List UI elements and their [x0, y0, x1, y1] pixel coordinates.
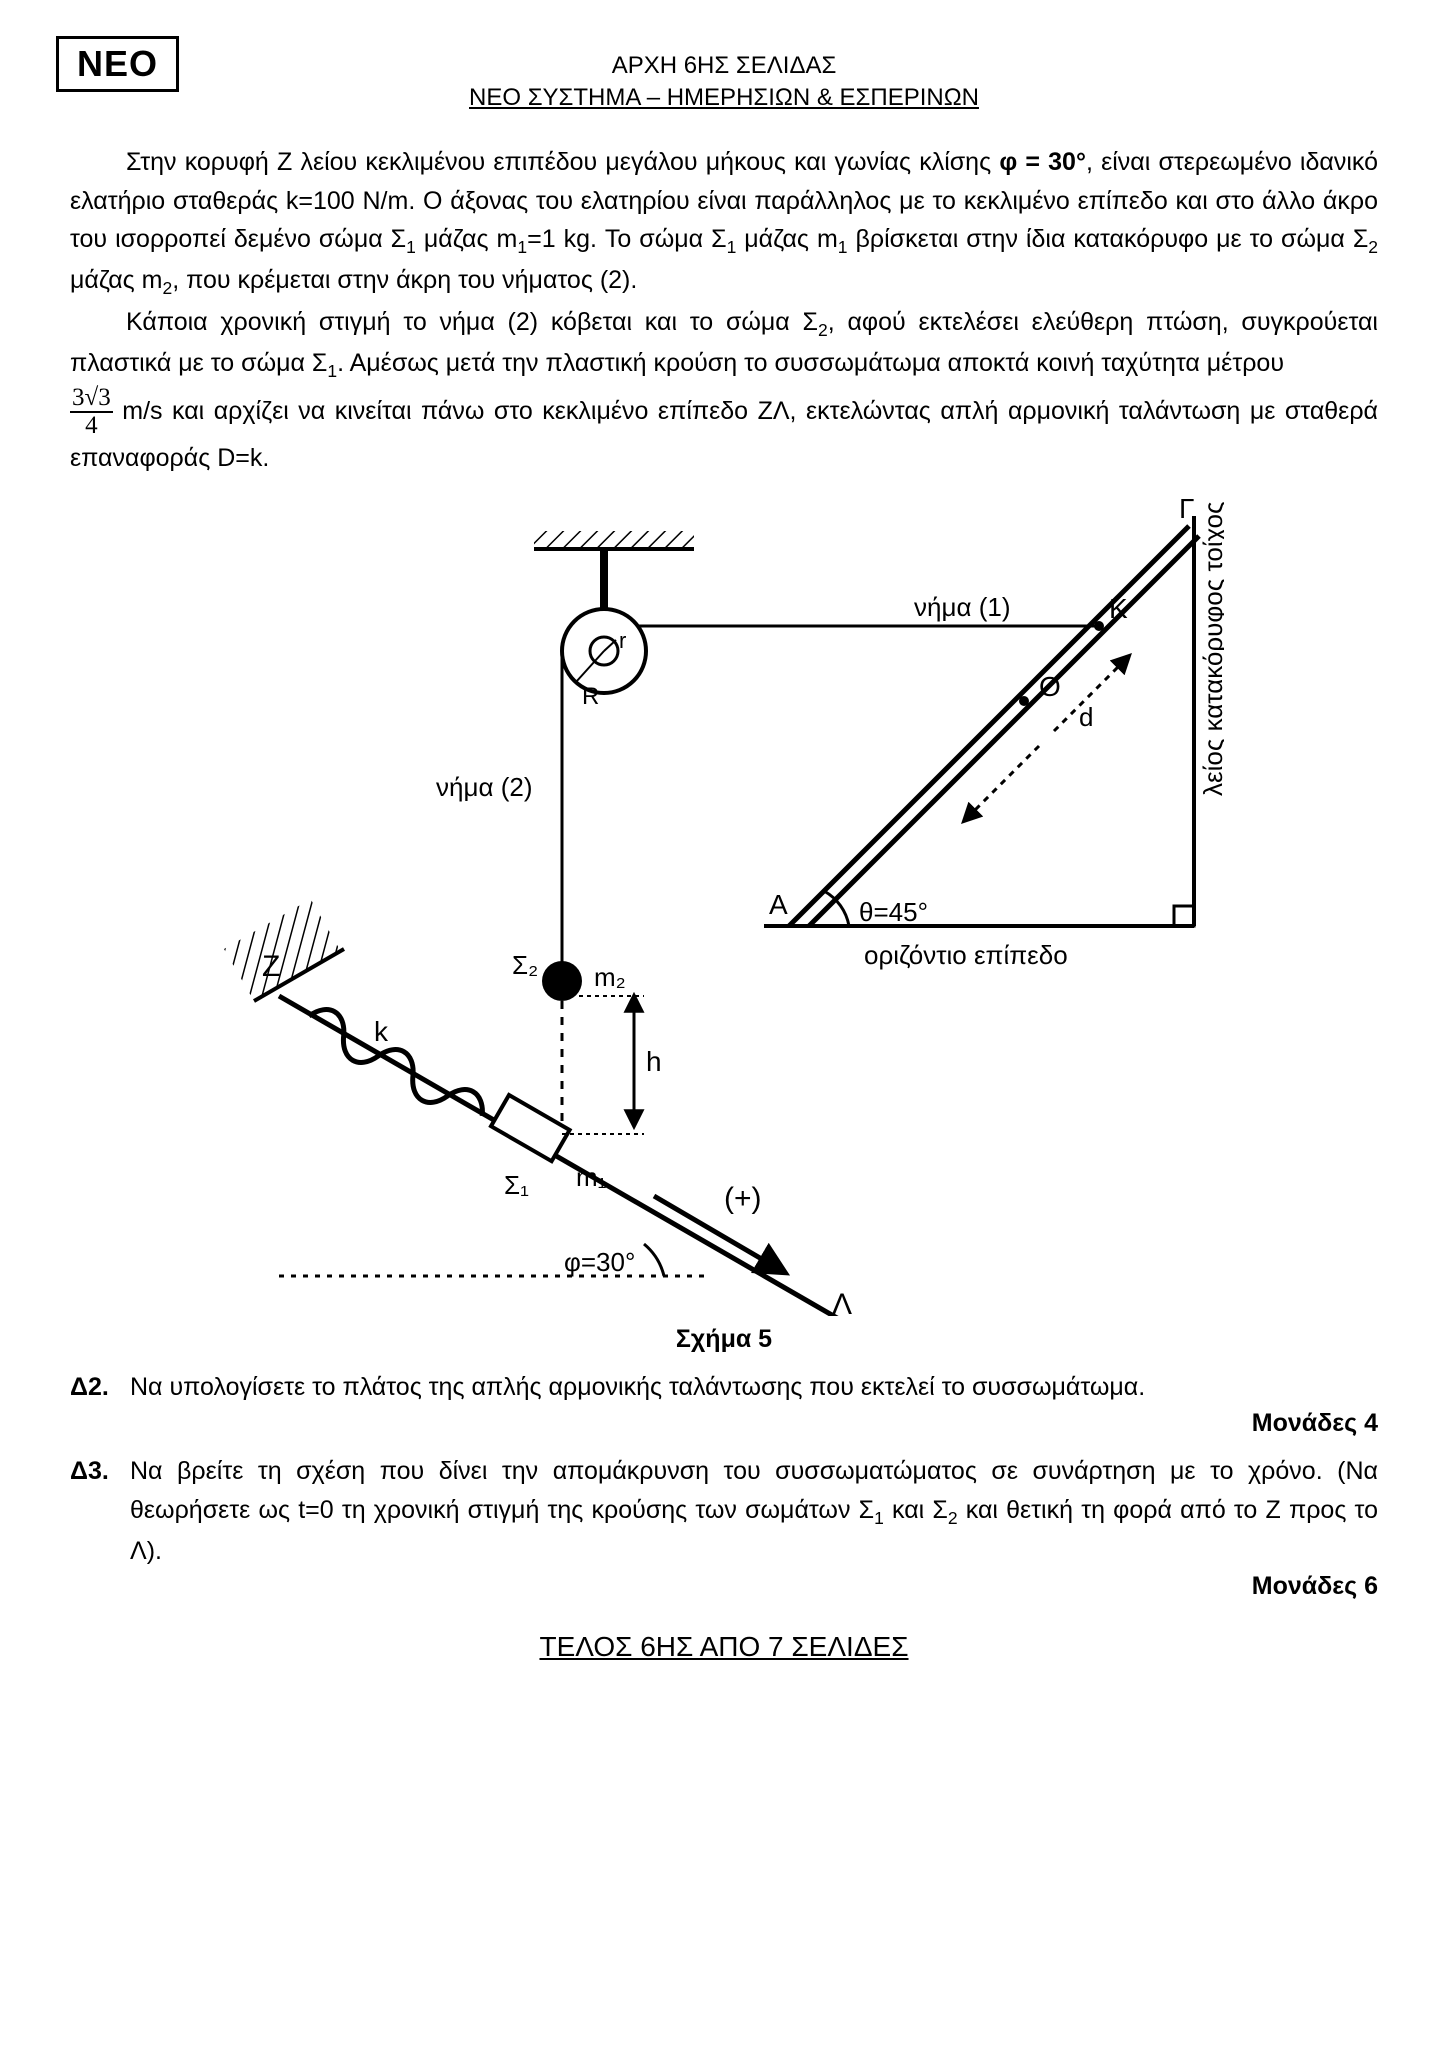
p1-f: βρίσκεται στην ίδια κατακόρυφο με το σώμ…: [848, 225, 1369, 253]
p1-g: μάζας m: [70, 266, 162, 294]
page-header: ΑΡΧΗ 6ΗΣ ΣΕΛΙΔΑΣ ΝΕΟ ΣΥΣΤΗΜΑ – ΗΜΕΡΗΣΙΩΝ…: [70, 50, 1378, 115]
phi-value: φ = 30°: [999, 148, 1086, 176]
label-thread2: νήμα (2): [436, 772, 532, 802]
label-R: R: [582, 683, 599, 710]
problem-text: Στην κορυφή Ζ λείου κεκλιμένου επιπέδου …: [70, 143, 1378, 478]
label-O: Ο: [1039, 671, 1061, 702]
right-diagram: Γ Α θ=45° Κ νήμα (1) Ο d οριζόντιο επίπε…: [604, 496, 1224, 970]
label-phi: φ=30°: [564, 1247, 635, 1277]
label-k: k: [374, 1016, 389, 1047]
figure-svg: Γ Α θ=45° Κ νήμα (1) Ο d οριζόντιο επίπε…: [224, 496, 1224, 1316]
p1-c: μάζας m: [416, 225, 518, 253]
fraction-den: 4: [70, 413, 113, 439]
q2-text: Να υπολογίσετε το πλάτος της απλής αρμον…: [130, 1368, 1378, 1407]
label-theta: θ=45°: [859, 897, 928, 927]
pulley: r R νήμα (2) Σ₂ m₂ h: [436, 531, 694, 1134]
p2-d: m/s και αρχίζει να κινείται πάνω στο κεκ…: [70, 397, 1378, 473]
p2-a: Κάποια χρονική στιγμή το νήμα (2) κόβετα…: [126, 308, 818, 336]
header-line2: ΝΕΟ ΣΥΣΤΗΜΑ – ΗΜΕΡΗΣΙΩΝ & ΕΣΠΕΡΙΝΩΝ: [70, 82, 1378, 114]
figure: Γ Α θ=45° Κ νήμα (1) Ο d οριζόντιο επίπε…: [70, 496, 1378, 1354]
label-r: r: [619, 628, 626, 653]
q2-points: Μονάδες 4: [70, 1409, 1378, 1438]
q3-points: Μονάδες 6: [70, 1572, 1378, 1601]
label-m1: m₁: [576, 1162, 607, 1192]
figure-caption: Σχήμα 5: [70, 1325, 1378, 1354]
page: ΝΕΟ ΑΡΧΗ 6ΗΣ ΣΕΛΙΔΑΣ ΝΕΟ ΣΥΣΤΗΜΑ – ΗΜΕΡΗ…: [0, 0, 1448, 2048]
fraction-num: 3√3: [70, 385, 113, 413]
page-footer: ΤΕΛΟΣ 6ΗΣ ΑΠΟ 7 ΣΕΛΙΔΕΣ: [70, 1631, 1378, 1663]
label-S1: Σ₁: [504, 1170, 529, 1200]
label-G: Γ: [1179, 496, 1194, 524]
label-thread1: νήμα (1): [914, 592, 1010, 622]
label-plus: (+): [724, 1182, 762, 1215]
p2-c: . Αμέσως μετά την πλαστική κρούση το συσ…: [337, 349, 1284, 377]
label-m2: m₂: [594, 962, 626, 992]
label-floor: οριζόντιο επίπεδο: [864, 940, 1068, 970]
p1-e: μάζας m: [736, 225, 838, 253]
q3-text: Να βρείτε τη σχέση που δίνει την απομάκρ…: [130, 1452, 1378, 1571]
label-L: Λ: [832, 1288, 852, 1316]
p1-h: , που κρέμεται στην άκρη του νήματος (2)…: [172, 266, 637, 294]
label-Z: Ζ: [262, 950, 280, 983]
p1-a: Στην κορυφή Ζ λείου κεκλιμένου επιπέδου …: [126, 148, 999, 176]
label-wall: λείος κατακόρυφος τοίχος: [1198, 502, 1224, 797]
fraction: 3√3 4: [70, 385, 113, 440]
neo-badge: ΝΕΟ: [56, 36, 179, 92]
label-S2: Σ₂: [512, 950, 538, 980]
question-d3: Δ3. Να βρείτε τη σχέση που δίνει την απο…: [70, 1452, 1378, 1571]
label-d: d: [1079, 702, 1093, 732]
label-A: Α: [769, 889, 788, 920]
label-h: h: [646, 1046, 662, 1077]
q2-label: Δ2.: [70, 1368, 130, 1407]
question-d2: Δ2. Να υπολογίσετε το πλάτος της απλής α…: [70, 1368, 1378, 1407]
label-K: Κ: [1109, 593, 1128, 624]
q3-label: Δ3.: [70, 1452, 130, 1571]
p1-d: =1 kg. Το σώμα Σ: [527, 225, 726, 253]
header-line1: ΑΡΧΗ 6ΗΣ ΣΕΛΙΔΑΣ: [70, 50, 1378, 82]
